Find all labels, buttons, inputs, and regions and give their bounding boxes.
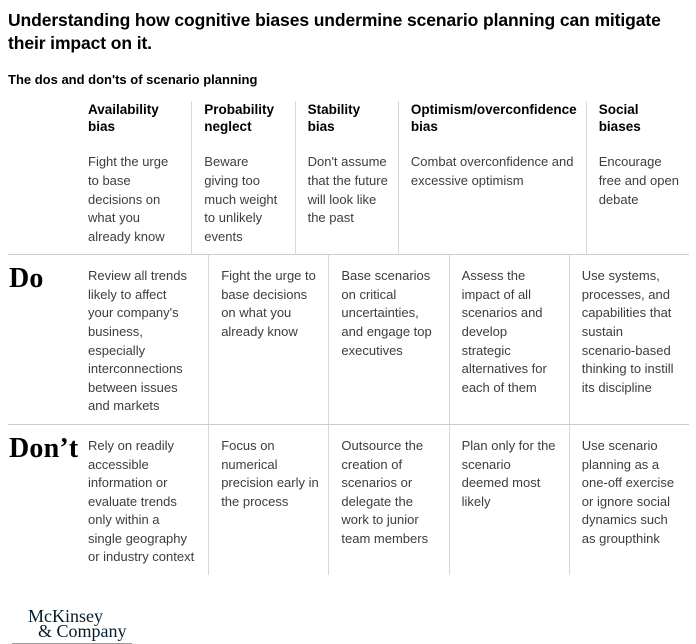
bias-description: Don't assume that the future will look l… [307,154,388,226]
dont-cell-availability-bias: Rely on readily accessible information o… [88,437,195,565]
bias-name: Stability bias [307,101,361,135]
dont-row-label: Don’t [9,432,79,464]
column-header-probability-neglect: Probability neglect Beware giving too mu… [191,100,294,255]
column-header-availability-bias: Availability bias Fight the urge to base… [88,101,191,255]
column-header-stability-bias: Stability bias Don't assume that the fut… [294,100,398,255]
bias-description: Combat overconfidence and excessive opti… [410,154,574,188]
dont-row: Don’t Rely on readily accessible informa… [8,423,689,575]
column-header-optimism-overconfidence-bias: Optimism/overconfidence bias Combat over… [397,100,586,255]
do-row-label: Do [9,263,44,295]
bias-header-row: Availability bias Fight the urge to base… [8,100,689,255]
bias-name: Availability bias [88,101,159,135]
column-header-social-biases: Social biases Encourage free and open de… [585,100,689,255]
do-cell-social-biases: Use systems, processes, and capabilities… [568,255,689,424]
do-cell-probability-neglect: Fight the urge to base decisions on what… [208,255,328,424]
header-spacer [8,101,88,255]
bias-name: Probability neglect [204,101,275,135]
dont-cell-optimism-overconfidence-bias: Plan only for the scenario deemed most l… [448,424,569,575]
do-cell-availability-bias: Review all trends likely to affect your … [88,268,187,414]
bias-description: Beware giving too much weight to unlikel… [204,154,278,244]
page-title: Understanding how cognitive biases under… [8,10,661,53]
dont-cell-probability-neglect: Focus on numerical precision early in th… [208,424,328,575]
logo-text-line1: McKinsey [28,605,103,626]
dos-donts-table: Availability bias Fight the urge to base… [8,100,689,575]
bias-description: Encourage free and open debate [598,154,679,207]
bias-name: Social biases [598,101,641,135]
exhibit-subtitle: The dos and don'ts of scenario planning [8,71,258,87]
bias-name: Optimism/overconfidence bias [410,101,577,135]
mckinsey-logo: McKinsey & Company [12,605,689,644]
dont-cell-stability-bias: Outsource the creation of scenarios or d… [328,424,448,575]
bias-description: Fight the urge to base decisions on what… [88,154,169,244]
logo-text-line2: & Company [38,620,127,641]
do-row: Do Review all trends likely to affect yo… [8,254,689,424]
exhibit-page: Understanding how cognitive biases under… [8,10,689,644]
dont-cell-social-biases: Use scenario planning as a one-off exerc… [568,424,689,575]
do-cell-optimism-overconfidence-bias: Assess the impact of all scenarios and d… [448,255,569,424]
do-cell-stability-bias: Base scenarios on critical uncertainties… [328,255,448,424]
